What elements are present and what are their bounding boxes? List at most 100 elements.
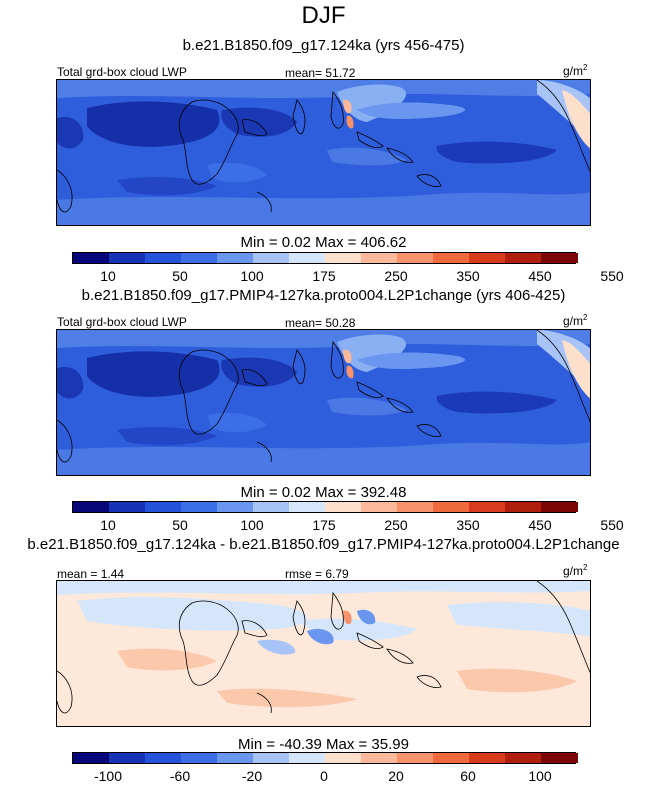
kuroshio-band [357, 102, 466, 120]
north-band [57, 581, 590, 595]
colorbar-segment [217, 502, 254, 512]
colorbar-segment [73, 253, 110, 263]
colorbar-tick-label: 50 [172, 268, 188, 284]
colorbar-segment [289, 753, 326, 763]
colorbar-tick-label: -20 [241, 768, 263, 784]
west-dry-region [57, 366, 84, 399]
colorbar-segment [181, 502, 218, 512]
panel-1-minmax: Min = 0.02 Max = 406.62 [240, 234, 407, 251]
panel-3-units: g/m2 [563, 563, 588, 578]
colorbar-tick-label: 550 [600, 268, 624, 284]
colorbar-segment [361, 753, 398, 763]
east-asia-max [343, 99, 352, 114]
coastlines [57, 80, 590, 213]
colorbar-segment [433, 253, 470, 263]
maritime-continent-band [327, 397, 407, 416]
colorbar-segment [397, 253, 434, 263]
pacific-dry-region [436, 391, 557, 414]
panel-2-variable-label: Total grd-box cloud LWP [57, 315, 187, 329]
colorbar-tick-label: 175 [312, 268, 336, 284]
colorbar-segment [541, 753, 578, 763]
colorbar-segment [253, 502, 290, 512]
colorbar-tick-label: 450 [528, 268, 552, 284]
colorbar-tick-label: -60 [169, 768, 191, 784]
panel-3-rmse-label: rmse = 6.79 [285, 567, 349, 581]
panel-1-units: g/m2 [563, 63, 588, 78]
colorbar-tick-label: 250 [384, 268, 408, 284]
west-dry-region [57, 116, 84, 149]
panel-2-units: g/m2 [563, 313, 588, 328]
africa-south-band [207, 162, 267, 183]
pos-region-3 [217, 688, 357, 708]
arabia-dry-region [221, 107, 297, 137]
colorbar-segment [505, 753, 542, 763]
colorbar-segment [253, 253, 290, 263]
americas-peak [562, 90, 590, 149]
colorbar-segment [289, 253, 326, 263]
colorbar-segment [73, 753, 110, 763]
panel-3-map [56, 580, 591, 727]
colorbar-tick-label: 550 [600, 517, 624, 533]
colorbar-segment [181, 753, 218, 763]
north-pacific-storm-track [337, 84, 407, 122]
colorbar-segment [433, 502, 470, 512]
colorbar-segment [181, 253, 218, 263]
colorbar-segment [73, 502, 110, 512]
colorbar-segment [289, 502, 326, 512]
colorbar-segment [505, 253, 542, 263]
colorbar-tick-label: 100 [240, 517, 264, 533]
panel-1-colorbar-ticks: 10 50 100 175 250 350 450 550 [72, 268, 623, 284]
coastlines [57, 330, 590, 463]
kuroshio-band [357, 352, 466, 370]
colorbar-segment [325, 253, 362, 263]
colorbar-segment [325, 502, 362, 512]
panel-2-colorbar [72, 501, 578, 513]
panel-2-map [56, 329, 591, 476]
colorbar-segment [217, 253, 254, 263]
colorbar-segment [361, 502, 398, 512]
sahara-dry-region [87, 351, 220, 397]
south-band [57, 442, 590, 475]
colorbar-segment [397, 502, 434, 512]
panel-2-case-title: b.e21.B1850.f09_g17.PMIP4-127ka.proto004… [81, 287, 566, 304]
colorbar-segment [145, 253, 182, 263]
colorbar-tick-label: 60 [460, 768, 476, 784]
colorbar-segment [469, 753, 506, 763]
colorbar-segment [109, 753, 146, 763]
colorbar-tick-label: 450 [528, 517, 552, 533]
panel-3-case-title: b.e21.B1850.f09_g17.124ka - b.e21.B1850.… [27, 536, 620, 553]
panel-1-case-title: b.e21.B1850.f09_g17.124ka (yrs 456-475) [182, 37, 465, 54]
colorbar-segment [253, 753, 290, 763]
colorbar-segment [541, 502, 578, 512]
south-band [57, 192, 590, 225]
panel-3-mean-label: mean = 1.44 [57, 567, 125, 581]
north-band [57, 80, 590, 98]
colorbar-segment [109, 253, 146, 263]
strong-neg-2 [357, 609, 376, 625]
strong-neg-1 [307, 628, 334, 645]
colorbar-segment [433, 753, 470, 763]
neg-region-4 [257, 639, 296, 655]
colorbar-segment [505, 502, 542, 512]
colorbar-segment [145, 753, 182, 763]
panel-3-colorbar-ticks: -100 -60 -20 0 20 60 100 [72, 768, 576, 784]
colorbar-tick-label: 100 [528, 768, 552, 784]
colorbar-segment [541, 253, 578, 263]
colorbar-segment [397, 753, 434, 763]
panel-1-mean-label: mean= 51.72 [285, 66, 356, 80]
south-atlantic-region [117, 427, 217, 446]
colorbar-tick-label: 350 [456, 517, 480, 533]
south-atlantic-region [117, 177, 217, 196]
arabia-dry-region [221, 357, 297, 387]
panel-1-map [56, 79, 591, 226]
pos-region-2 [457, 668, 577, 693]
east-asia-max-2 [346, 115, 354, 129]
colorbar-tick-label: 250 [384, 517, 408, 533]
coastlines [57, 581, 590, 714]
panel-2-minmax: Min = 0.02 Max = 392.48 [240, 484, 407, 501]
colorbar-tick-label: 20 [388, 768, 404, 784]
figure-title: DJF [301, 2, 346, 29]
colorbar-tick-label: 50 [172, 517, 188, 533]
colorbar-tick-label: 100 [240, 268, 264, 284]
panel-2-colorbar-ticks: 10 50 100 175 250 350 450 550 [72, 517, 623, 533]
